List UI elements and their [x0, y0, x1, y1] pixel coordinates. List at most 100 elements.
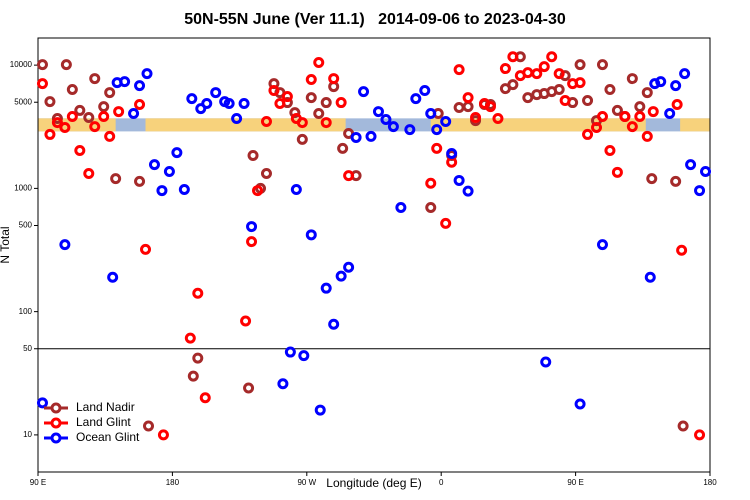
point [337, 142, 349, 154]
point [281, 91, 293, 103]
point [252, 185, 264, 197]
point [641, 130, 653, 142]
point [134, 99, 146, 111]
point [246, 236, 258, 248]
point [110, 173, 122, 185]
point [199, 392, 211, 404]
point [298, 350, 310, 362]
legend-marker [50, 417, 62, 429]
point [671, 99, 683, 111]
point [462, 92, 474, 104]
point [492, 112, 504, 124]
point [574, 77, 586, 89]
point [694, 429, 706, 441]
point [453, 174, 465, 186]
point [410, 93, 422, 105]
point [335, 97, 347, 109]
point [655, 76, 667, 88]
point [51, 112, 63, 124]
point [604, 144, 616, 156]
x-tick-label: 90 E [30, 478, 46, 487]
point [140, 243, 152, 255]
point [574, 59, 586, 71]
point [320, 117, 332, 129]
point [187, 370, 199, 382]
point [223, 98, 235, 110]
point [320, 97, 332, 109]
point [44, 128, 56, 140]
y-tick-label: 50 [23, 344, 32, 353]
point [484, 101, 496, 113]
point [522, 67, 534, 79]
point [431, 142, 443, 154]
point [59, 239, 71, 251]
y-tick-label: 100 [19, 307, 33, 316]
point [104, 87, 116, 99]
point [107, 271, 119, 283]
point [462, 101, 474, 113]
point [685, 159, 697, 171]
point [646, 173, 658, 185]
point [647, 106, 659, 118]
x-tick-label: 180 [166, 478, 180, 487]
point [365, 130, 377, 142]
point [313, 108, 325, 120]
point [446, 156, 458, 168]
point [328, 73, 340, 85]
chart-title: 50N-55N June (Ver 11.1) 2014-09-06 to 20… [184, 11, 566, 28]
point [113, 106, 125, 118]
point [670, 80, 682, 92]
point [240, 315, 252, 327]
point [619, 111, 631, 123]
point [186, 93, 198, 105]
y-axis-label: N Total [0, 226, 12, 263]
point [538, 61, 550, 73]
point [531, 68, 543, 80]
point [148, 159, 160, 171]
point [440, 115, 452, 127]
point [644, 271, 656, 283]
point [66, 84, 78, 96]
point [470, 111, 482, 123]
point [296, 133, 308, 145]
legend-label: Land Nadir [76, 400, 135, 414]
point [582, 95, 594, 107]
point [163, 166, 175, 178]
point [596, 239, 608, 251]
point [305, 74, 317, 86]
legend-marker [50, 402, 62, 414]
point [296, 117, 308, 129]
point [611, 166, 623, 178]
point [305, 92, 317, 104]
point [387, 121, 399, 133]
point [89, 73, 101, 85]
legend-marker [50, 432, 62, 444]
point [247, 149, 259, 161]
point [284, 346, 296, 358]
point [157, 429, 169, 441]
point [582, 128, 594, 140]
legend-label: Ocean Glint [76, 430, 140, 444]
point [268, 85, 280, 97]
point [289, 107, 301, 119]
point [290, 183, 302, 195]
point [156, 185, 168, 197]
point [431, 124, 443, 136]
y-tick-label: 10 [23, 430, 32, 439]
land-band [430, 118, 646, 132]
point [446, 147, 458, 159]
point [553, 84, 565, 96]
point [260, 115, 272, 127]
point [522, 92, 534, 104]
point [128, 108, 140, 120]
point [313, 57, 325, 69]
point [238, 98, 250, 110]
point [119, 76, 131, 88]
x-tick-label: 180 [703, 478, 717, 487]
point [626, 73, 638, 85]
point [184, 332, 196, 344]
point [134, 175, 146, 187]
point [679, 68, 691, 80]
point [358, 86, 370, 98]
point [626, 121, 638, 133]
